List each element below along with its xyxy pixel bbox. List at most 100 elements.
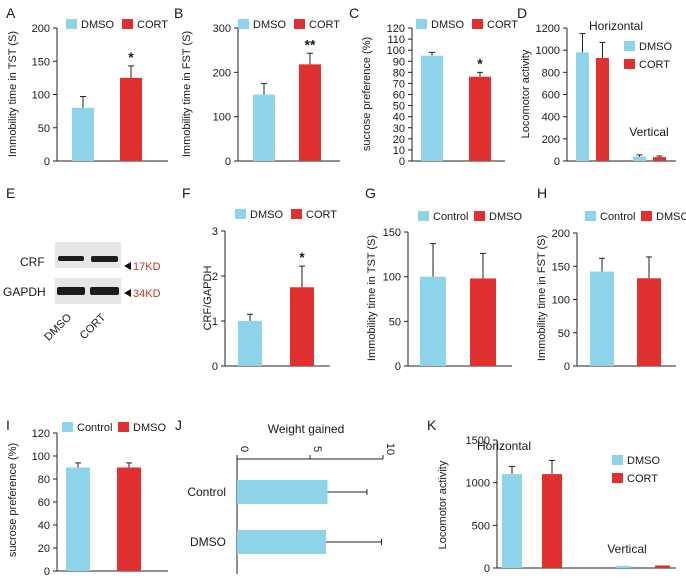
panel-label: G: [365, 185, 376, 201]
group-label: Vertical: [629, 125, 668, 139]
y-tick-label: 110: [387, 34, 405, 46]
legend-swatch: [641, 211, 652, 221]
marker-arrow-icon: [124, 262, 131, 270]
panel-label: K: [427, 417, 437, 433]
legend-label: CORT: [137, 19, 168, 31]
legend-swatch: [122, 19, 133, 29]
y-tick-label: 150: [552, 261, 570, 273]
significance-mark: *: [299, 249, 305, 265]
y-tick-label: 150: [383, 227, 401, 239]
legend-label: DMSO: [489, 211, 522, 223]
y-tick-label: 40: [38, 520, 50, 532]
y-tick-label: 3: [212, 226, 218, 238]
y-axis-label: Locomotor activity: [437, 460, 449, 549]
y-tick-label: 600: [542, 90, 560, 102]
panel-label: C: [349, 5, 359, 21]
panel-label: D: [517, 5, 527, 21]
y-tick-label: 100: [32, 90, 50, 102]
y-tick-label: 1500: [466, 435, 490, 447]
bar-control: [237, 480, 328, 504]
y-tick-label: 50: [389, 316, 401, 328]
legend-swatch: [624, 41, 635, 51]
bar-dmso: [237, 530, 327, 554]
panel-A: A 0 50 100 150 200 Immobility time in TST (S) *…: [6, 5, 168, 168]
legend-swatch: [474, 211, 485, 221]
legend-label: Control: [600, 211, 635, 223]
y-tick-label: 100: [213, 112, 231, 124]
y-tick-label: 0: [395, 361, 401, 373]
y-tick-label: 100: [387, 45, 405, 57]
legend-label: DMSO: [133, 422, 166, 434]
legend-swatch: [62, 422, 73, 432]
y-tick-label: 1: [212, 316, 218, 328]
y-tick-label: 60: [38, 497, 50, 509]
legend-label: DMSO: [656, 211, 686, 223]
y-tick-label: 150: [32, 56, 50, 68]
panel-label: H: [537, 185, 547, 201]
panel-I: I 0 20 40 60 80 100 120 sucrose preference (%) Co…: [6, 417, 168, 578]
bar-dmso: [421, 55, 443, 162]
y-tick-label: 50: [558, 328, 570, 340]
panel-label: E: [6, 185, 15, 201]
group-label: Horizontal: [477, 439, 531, 453]
panel-J: J Weight gained 0 5 10 Control DMSO: [175, 417, 396, 574]
y-tick-label: 100: [32, 451, 50, 463]
y-tick-label: 80: [38, 474, 50, 486]
y-tick-label: 50: [393, 101, 405, 113]
y-tick-label: 400: [542, 112, 560, 124]
y-tick-label: 10: [393, 145, 405, 157]
chart-title: Weight gained: [268, 422, 345, 436]
legend-swatch: [416, 19, 427, 29]
legend-swatch: [291, 209, 302, 219]
panel-B: B 0 100 200 300 Immobility time in FST (S) ** D…: [174, 5, 340, 168]
blot-lane-label: DMSO: [42, 311, 74, 343]
legend-swatch: [118, 422, 129, 432]
y-tick-label: 120: [387, 23, 405, 35]
bar-control: [590, 271, 614, 366]
panel-H: H 0 50 100 150 200 Immobility time in FST (S) C…: [536, 185, 686, 373]
bar-dmso: [470, 278, 496, 366]
bar-cort: [120, 77, 142, 161]
legend-label: DMSO: [431, 19, 464, 31]
y-tick-label: 90: [393, 56, 405, 68]
legend-swatch: [612, 473, 623, 483]
x-tick-label: 5: [311, 446, 323, 452]
y-tick-label: 200: [542, 134, 560, 146]
legend-swatch: [472, 19, 483, 29]
y-axis-label: sucrose preference (%): [361, 37, 373, 151]
bar-dmso: [117, 467, 141, 571]
x-tick-label: 0: [238, 446, 250, 452]
y-axis-label: sucrose preference (%): [7, 443, 19, 557]
y-tick-label: 0: [212, 361, 218, 373]
bar-dmso: [72, 107, 94, 161]
blot-row-label: GAPDH: [3, 285, 46, 299]
panel-label: B: [174, 5, 183, 21]
y-tick-label: 1000: [466, 478, 490, 490]
legend-swatch: [235, 209, 246, 219]
y-tick-label: 800: [542, 67, 560, 79]
legend-label: DMSO: [250, 209, 283, 221]
y-tick-label: 0: [399, 156, 405, 168]
y-tick-label: 0: [225, 156, 231, 168]
legend-swatch: [585, 211, 596, 221]
blot-lane-label: CORT: [78, 311, 109, 342]
panel-G: G 0 50 100 150 Immobility time in TST (S) Cont…: [365, 185, 522, 373]
y-tick-label: 30: [393, 123, 405, 135]
y-tick-label: 20: [393, 134, 405, 146]
x-tick-label: 10: [384, 443, 396, 455]
bar-control: [66, 467, 90, 571]
bar-dmso: [616, 565, 631, 568]
y-axis-label: Immobility time in FST (S): [181, 31, 193, 157]
panel-D: D 0 200 400 600 800 1000 1200 Locomotor activity…: [517, 5, 676, 168]
y-tick-label: 100: [383, 272, 401, 284]
bar-dmso: [637, 278, 661, 366]
y-axis-label: CRF/GAPDH: [202, 266, 214, 331]
y-axis-label: Immobility time in TST (S): [366, 235, 378, 361]
legend-label: Control: [433, 211, 468, 223]
bar-dmso: [633, 156, 646, 161]
legend-label: CORT: [627, 473, 658, 485]
y-tick-label: 0: [484, 563, 490, 575]
legend-swatch: [418, 211, 429, 221]
